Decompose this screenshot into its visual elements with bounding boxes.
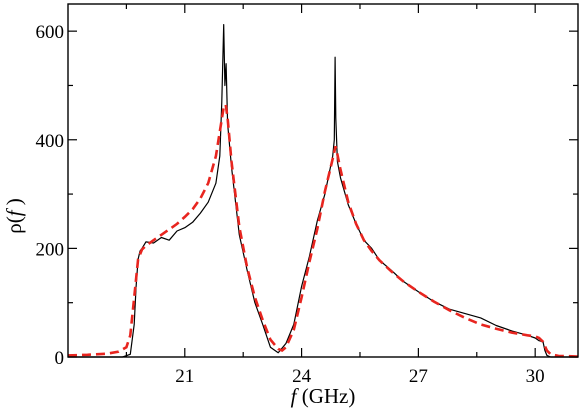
y-tick-label: 200 (36, 239, 65, 260)
y-tick-label: 400 (36, 131, 65, 152)
y-tick-label: 600 (36, 22, 65, 43)
plot-frame (67, 3, 579, 358)
x-axis-label: f (GHz) (291, 384, 356, 408)
x-tick-label: 24 (292, 366, 312, 387)
density-curve (68, 24, 578, 358)
x-tick-label: 21 (175, 366, 194, 387)
axis-ticks (68, 4, 578, 358)
tick-labels: 21 24 27 30 0 200 400 600 (36, 22, 545, 387)
y-tick-label: 0 (55, 348, 65, 369)
x-tick-label: 30 (526, 366, 545, 387)
fit-curve-dashed (67, 101, 579, 358)
x-tick-label: 27 (409, 366, 428, 387)
y-axis-label: ρ(f ) (2, 198, 26, 234)
plot-area (67, 24, 579, 358)
